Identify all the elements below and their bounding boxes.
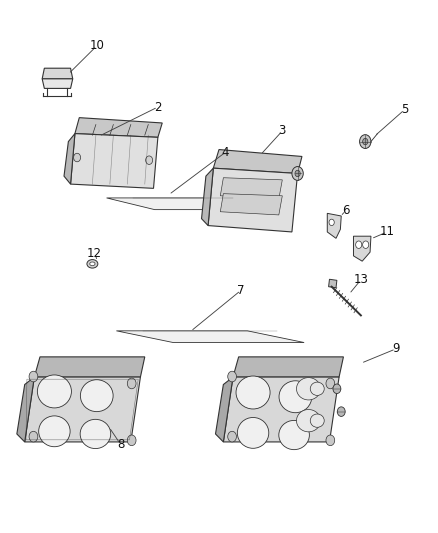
Text: 12: 12 <box>87 247 102 260</box>
Circle shape <box>333 384 341 393</box>
Circle shape <box>360 135 371 149</box>
Polygon shape <box>213 150 302 173</box>
Polygon shape <box>208 168 297 232</box>
Circle shape <box>363 139 368 145</box>
Circle shape <box>292 166 303 180</box>
Ellipse shape <box>310 382 324 395</box>
Circle shape <box>29 431 38 442</box>
Text: 4: 4 <box>222 146 230 159</box>
Polygon shape <box>34 357 145 377</box>
Circle shape <box>74 154 81 162</box>
Text: 5: 5 <box>401 103 408 116</box>
Circle shape <box>228 431 237 442</box>
Polygon shape <box>25 377 141 442</box>
Circle shape <box>337 407 345 416</box>
Polygon shape <box>17 377 34 442</box>
Circle shape <box>363 241 369 248</box>
Polygon shape <box>328 279 337 288</box>
Polygon shape <box>42 79 73 88</box>
Circle shape <box>146 156 152 165</box>
Ellipse shape <box>87 260 98 268</box>
Circle shape <box>29 371 38 382</box>
Circle shape <box>127 378 136 389</box>
Circle shape <box>127 435 136 446</box>
Polygon shape <box>233 357 343 377</box>
Text: 9: 9 <box>392 342 399 356</box>
Polygon shape <box>75 118 162 138</box>
Polygon shape <box>42 68 73 79</box>
Circle shape <box>326 378 335 389</box>
Text: 8: 8 <box>117 438 124 451</box>
Ellipse shape <box>236 376 270 409</box>
Text: 3: 3 <box>279 124 286 138</box>
Polygon shape <box>71 134 158 188</box>
Text: 11: 11 <box>380 225 395 238</box>
Ellipse shape <box>81 379 113 411</box>
Polygon shape <box>106 198 257 209</box>
Ellipse shape <box>90 262 95 266</box>
Ellipse shape <box>297 377 321 400</box>
Text: 13: 13 <box>353 273 368 286</box>
Text: 10: 10 <box>89 39 104 52</box>
Polygon shape <box>223 377 339 442</box>
Circle shape <box>326 435 335 446</box>
Polygon shape <box>220 193 283 215</box>
Polygon shape <box>64 134 75 184</box>
Text: 6: 6 <box>342 204 350 217</box>
Ellipse shape <box>297 409 321 432</box>
Polygon shape <box>201 168 213 225</box>
Ellipse shape <box>37 375 71 408</box>
Circle shape <box>356 241 362 248</box>
Ellipse shape <box>310 414 324 427</box>
Circle shape <box>329 219 334 225</box>
Ellipse shape <box>237 417 269 448</box>
Polygon shape <box>220 177 283 199</box>
Polygon shape <box>327 213 341 238</box>
Circle shape <box>228 371 237 382</box>
Polygon shape <box>117 331 304 343</box>
Ellipse shape <box>279 381 312 413</box>
Text: 2: 2 <box>154 101 162 114</box>
Polygon shape <box>353 236 371 261</box>
Circle shape <box>295 170 300 176</box>
Ellipse shape <box>279 421 309 450</box>
Ellipse shape <box>80 419 111 449</box>
Ellipse shape <box>39 416 70 447</box>
Polygon shape <box>215 377 233 442</box>
Text: 7: 7 <box>237 284 244 297</box>
